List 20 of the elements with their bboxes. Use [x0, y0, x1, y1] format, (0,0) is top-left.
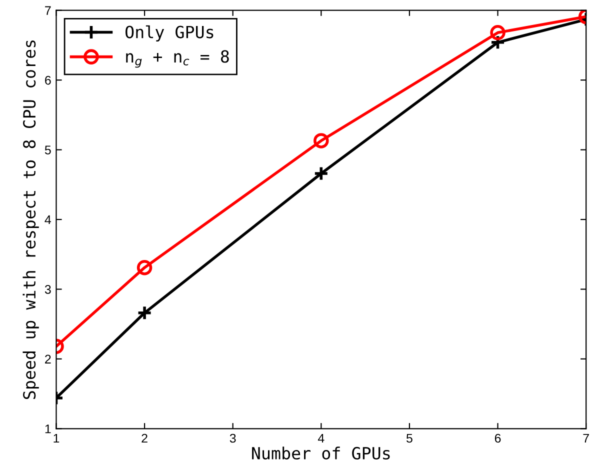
point: [314, 166, 329, 182]
y-tick-label: 4: [44, 215, 52, 224]
legend-label: Only GPUs: [126, 25, 214, 42]
x-tick-label: 7: [583, 434, 589, 443]
x-tick-label: 1: [54, 434, 60, 443]
point: [314, 133, 329, 148]
legend-label: n$_{g}$ + n$_{c}$ = 8: [126, 50, 229, 68]
y-tick-label: 6: [45, 76, 51, 85]
x-tick-label: 4: [318, 434, 324, 443]
x-tick-label: 3: [230, 434, 236, 443]
y-tick-label: 1: [45, 424, 51, 434]
y-tick-label: 3: [44, 285, 51, 294]
y-axis-title: Speed up with respect to 8 CPU cores: [22, 40, 39, 399]
y-tick-label: 5: [44, 146, 51, 154]
y-tick-label: 2: [45, 354, 51, 364]
x-axis-title: Number of GPUs: [252, 446, 390, 460]
x-tick-label: 6: [494, 434, 501, 443]
x-tick-label: 5: [406, 434, 412, 443]
y-tick-label: 7: [45, 6, 51, 15]
x-tick-label: 2: [142, 434, 148, 443]
